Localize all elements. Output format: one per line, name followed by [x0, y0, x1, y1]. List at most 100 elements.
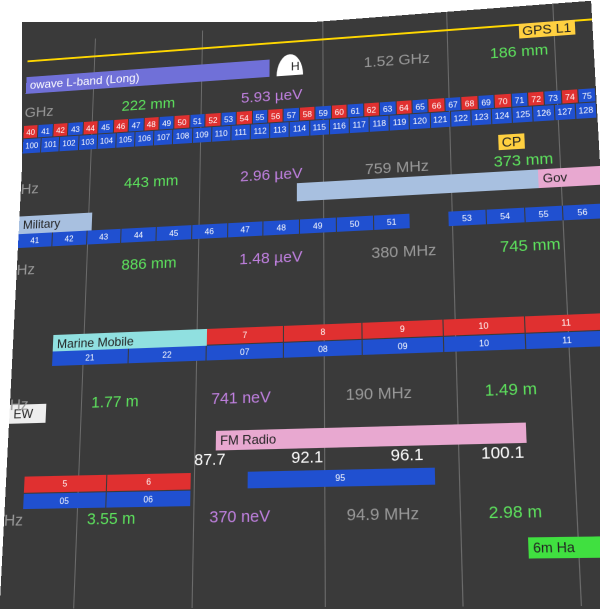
channel-cell: 111: [231, 125, 251, 141]
channel-cell: 120: [410, 113, 431, 129]
channel-cell: 44: [121, 227, 156, 243]
band-owave-l-band-long-: owave L-band (Long): [26, 60, 270, 94]
label-value: 380 MHz: [371, 241, 436, 262]
label-value: 2.98 m: [488, 502, 542, 523]
label-value: 92.1: [291, 448, 323, 468]
label-value: 87.7: [194, 450, 226, 469]
channel-cell: 110: [212, 126, 232, 142]
label-value: 1.77 m: [91, 392, 139, 411]
channel-cell: 127: [554, 104, 576, 121]
label-value: 1.49 m: [484, 380, 537, 400]
channel-cell: 05: [23, 492, 107, 509]
channel-cell: 65: [412, 99, 429, 113]
tag-cp: CP: [498, 133, 525, 150]
channel-cell: 49: [300, 218, 337, 234]
channel-cell: 50: [337, 216, 374, 232]
channel-cell: 10: [444, 334, 527, 352]
channel-cell: 46: [192, 223, 228, 239]
channel-cell: 116: [330, 118, 350, 134]
band-gov: Gov: [538, 166, 600, 188]
label-value: Hz: [16, 261, 35, 279]
channel-cell: 57: [284, 108, 300, 122]
channel-cell: 40: [23, 125, 38, 138]
channel-cell: 47: [129, 118, 145, 132]
channel-cell: 115: [310, 120, 330, 136]
channel-cell: 50: [175, 115, 191, 129]
channel-cell: 122: [451, 110, 472, 126]
channel-cell: 123: [471, 109, 492, 125]
channel-cell: 66: [429, 98, 446, 112]
channel-cell: 41: [18, 232, 53, 248]
channel-cell: 102: [60, 136, 79, 152]
channel-cell: 9: [363, 320, 444, 339]
channel-cell: 42: [53, 123, 69, 136]
channel-cell: 54: [486, 208, 525, 225]
channel-cell: 68: [462, 96, 479, 110]
channel-strip: 56: [24, 473, 192, 493]
channel-cell: 113: [270, 122, 290, 138]
channel-cell: 112: [251, 123, 271, 139]
channel-cell: 5: [24, 475, 107, 493]
channel-cell: 48: [144, 117, 160, 131]
channel-cell: 11: [525, 313, 600, 333]
channel-cell: 43: [68, 122, 84, 135]
channel-cell: 43: [87, 229, 122, 245]
label-value: 186 mm: [490, 41, 549, 62]
channel-cell: 08: [284, 340, 363, 358]
label-value: 1.48 µeV: [239, 248, 302, 269]
channel-cell: 51: [190, 114, 206, 128]
channel-cell: 103: [78, 134, 97, 150]
label-value: Hz: [4, 511, 24, 530]
channel-cell: 45: [98, 120, 114, 133]
channel-cell: 74: [562, 89, 580, 103]
channel-cell: 109: [193, 127, 213, 143]
channel-cell: 53: [448, 210, 486, 227]
channel-cell: 56: [563, 204, 600, 221]
channel-cell: 114: [290, 121, 310, 137]
channel-cell: 09: [363, 337, 444, 355]
label-value: 94.9 MHz: [347, 504, 420, 525]
channel-cell: 104: [97, 133, 116, 149]
channel-cell: 67: [445, 97, 462, 111]
label-value: 886 mm: [121, 254, 177, 274]
channel-cell: 63: [380, 101, 396, 115]
label-value: 96.1: [391, 445, 424, 465]
label-value: 1.52 GHz: [364, 50, 430, 71]
channel-cell: 54: [237, 111, 253, 125]
channel-cell: 06: [106, 491, 191, 508]
channel-cell: 64: [396, 100, 413, 114]
channel-cell: 75: [579, 88, 597, 102]
channel-cell: 128: [575, 102, 597, 119]
channel-strip: 0506: [23, 491, 191, 509]
channel-cell: 55: [525, 206, 564, 223]
label-value: 759 MHz: [365, 157, 429, 178]
channel-cell: 07: [207, 343, 285, 361]
label-value: 370 neV: [209, 507, 270, 527]
channel-cell: 45: [156, 225, 192, 241]
channel-cell: 126: [534, 105, 556, 122]
channel-cell: 107: [154, 130, 173, 146]
label-value: 222 mm: [121, 95, 175, 115]
channel-cell: 10: [443, 316, 525, 335]
channel-cell: 46: [113, 119, 129, 132]
channel-cell: 62: [364, 102, 380, 116]
channel-cell: 69: [478, 95, 495, 109]
channel-cell: 6: [107, 473, 192, 491]
label-value: 745 mm: [500, 235, 561, 256]
channel-cell: 55: [252, 110, 268, 124]
channel-cell: 95: [248, 468, 437, 489]
channel-cell: 71: [511, 93, 528, 107]
channel-cell: 117: [350, 117, 370, 133]
label-value: GHz: [24, 103, 54, 121]
channel-cell: 72: [528, 92, 545, 106]
channel-cell: 121: [430, 112, 451, 128]
channel-cell: 101: [41, 137, 60, 153]
channel-cell: 108: [173, 128, 193, 144]
label-value: 373 mm: [493, 150, 553, 171]
channel-cell: 44: [83, 121, 99, 134]
label-value: Hz: [9, 396, 28, 414]
channel-cell: 59: [316, 106, 332, 120]
label-value: 190 MHz: [346, 384, 412, 405]
channel-cell: 41: [38, 124, 53, 137]
channel-cell: 51: [374, 214, 412, 230]
